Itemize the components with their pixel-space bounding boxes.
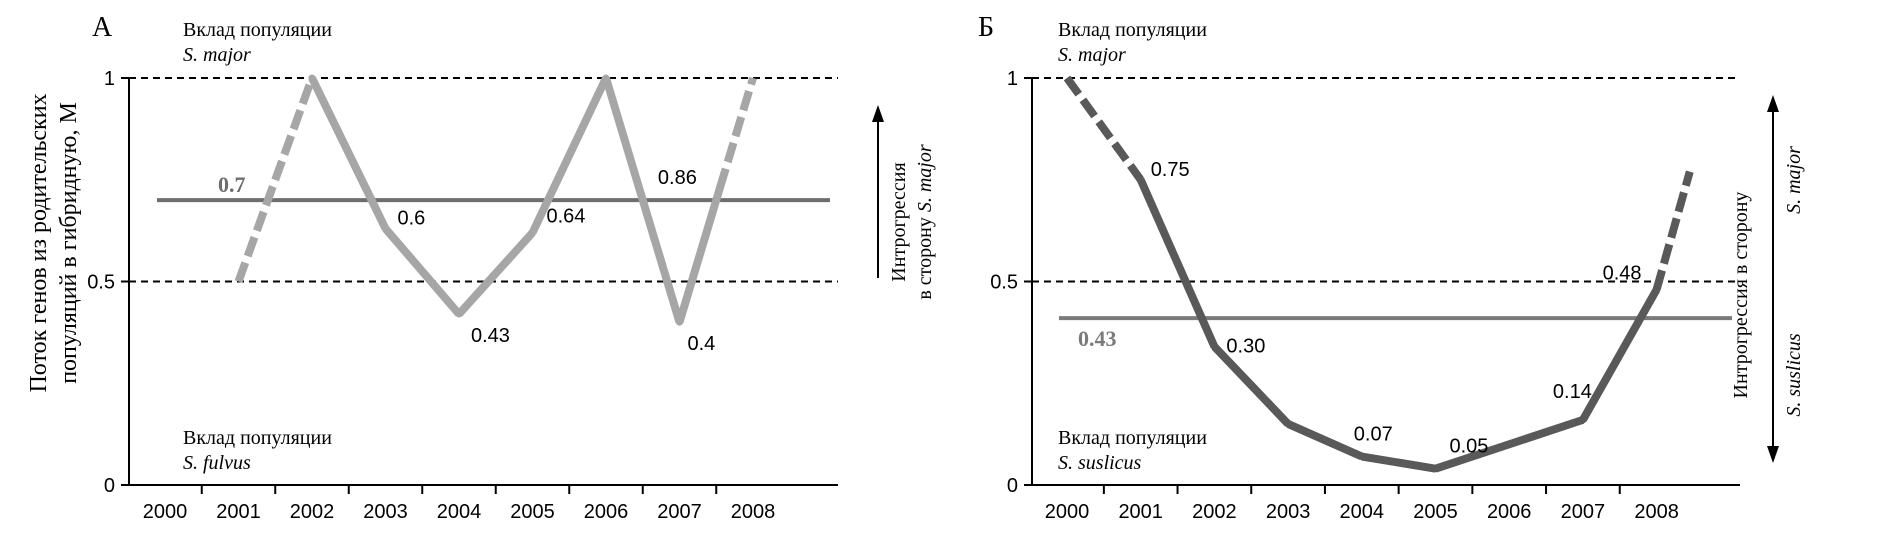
panel-b-data-label-4: 0.07 xyxy=(1354,424,1393,446)
panel-a-series-point-7 xyxy=(716,184,724,192)
svg-text:S. major: S. major xyxy=(1783,146,1805,214)
panel-a-arrow-label-line2: в сторону S. major xyxy=(914,144,936,300)
panel-a-letter: А xyxy=(92,12,113,43)
panel-a-x-tick-label-4: 2004 xyxy=(437,501,482,523)
panel-a-arrow-label: Интрогрессия в сторону S. major xyxy=(888,144,936,300)
panel-b-data-label-5: 0.05 xyxy=(1450,436,1489,458)
panel-b-series-segment-1 xyxy=(1137,178,1219,349)
panel-a-x-tick-label-0: 2000 xyxy=(143,501,188,523)
panel-a-series-segment-0 xyxy=(234,76,316,283)
panel-b-series-segment-0 xyxy=(1063,75,1144,183)
panel-a-x-tick-label-2: 2002 xyxy=(290,501,335,523)
y-axis-title-line2: популяций в гибридную, M xyxy=(56,102,82,384)
panel-a-bottom-species: S. fulvus xyxy=(183,452,251,474)
panel-a-series-segment-7 xyxy=(716,76,757,190)
panel-b-x-tick-label-3: 2003 xyxy=(1266,501,1311,523)
panel-b: Б Вклад популяции S. major Вклад популяц… xyxy=(978,12,1805,523)
panel-b-series-point-3 xyxy=(1284,420,1292,428)
panel-b-series-segment-3 xyxy=(1286,420,1364,461)
panel-b-double-arrow xyxy=(1767,95,1779,463)
panel-a-series-segment-5 xyxy=(602,76,684,324)
panel-b-series-point-2 xyxy=(1210,343,1218,351)
panel-b-mean-label: 0.43 xyxy=(1078,326,1117,351)
panel-b-series-point-1 xyxy=(1137,176,1145,184)
panel-b-x-tick-label-5: 2005 xyxy=(1413,501,1458,523)
svg-text:S. suslicus: S. suslicus xyxy=(1783,333,1805,417)
panel-b-y-tick-label-2: 1 xyxy=(1007,68,1018,90)
panel-b-series-point-5 xyxy=(1432,465,1439,473)
panel-a-y-tick-label-2: 1 xyxy=(104,68,115,90)
panel-b-arrow-species-bottom: S. suslicus xyxy=(1783,333,1805,417)
panel-a-data-label-4: 0.64 xyxy=(547,206,586,228)
panel-b-data-label-7: 0.48 xyxy=(1603,263,1642,285)
panel-b-top-label: Вклад популяции xyxy=(1058,19,1207,41)
panel-a-series-segment-3 xyxy=(456,229,536,317)
panel-a-data-label-2: 0.6 xyxy=(398,208,426,230)
panel-b-arrow-label: Интрогрессия в сторону xyxy=(1730,192,1752,399)
panel-a-series-point-4 xyxy=(529,229,536,237)
panel-a-x-tick-label-1: 2001 xyxy=(216,501,261,523)
panel-b-series-segment-2 xyxy=(1211,343,1291,427)
panel-a-data-label-3: 0.43 xyxy=(471,325,510,347)
panel-b-series-point-7 xyxy=(1653,286,1661,294)
panel-b-data-label-1: 0.75 xyxy=(1151,159,1190,181)
panel-a-x-tick-label-8: 2008 xyxy=(731,501,776,523)
panel-a-series-point-6 xyxy=(676,318,683,326)
panel-a-data-label-7: 0.86 xyxy=(658,167,697,189)
panel-a-data-label-6: 0.4 xyxy=(688,333,716,355)
panel-b-series-segment-7 xyxy=(1652,170,1694,291)
panel-a-arrow-label-line1: Интрогрессия xyxy=(888,162,910,281)
panel-a-y-tick-label-1: 0.5 xyxy=(87,272,115,294)
panel-a-bottom-label: Вклад популяции xyxy=(183,427,332,449)
panel-a-series-segment-4 xyxy=(528,76,610,235)
panel-b-arrow-species-top: S. major xyxy=(1783,146,1805,214)
panel-b-arrow-label-line1: Интрогрессия в сторону xyxy=(1730,192,1752,399)
panel-b-y-tick-label-0: 0 xyxy=(1007,475,1018,497)
panel-b-x-tick-label-1: 2001 xyxy=(1118,501,1163,523)
y-axis-title: Поток генов из родительских популяций в … xyxy=(26,93,82,392)
panel-a-series-point-2 xyxy=(382,225,389,233)
panel-b-top-species: S. major xyxy=(1058,44,1126,66)
panel-a-series-point-3 xyxy=(455,310,463,318)
panel-a-series-point-5 xyxy=(602,74,610,82)
panel-a-x-tick-label-3: 2003 xyxy=(363,501,408,523)
panel-b-data-label-6: 0.14 xyxy=(1553,381,1592,403)
panel-b-letter: Б xyxy=(978,12,994,43)
panel-b-x-tick-label-4: 2004 xyxy=(1340,501,1385,523)
panel-a-series-segment-2 xyxy=(382,225,463,317)
panel-b-series-segment-6 xyxy=(1579,287,1661,422)
panel-b-data-label-2: 0.30 xyxy=(1226,336,1265,358)
panel-b-x-tick-label-2: 2002 xyxy=(1192,501,1237,523)
panel-b-series-segment-4 xyxy=(1361,452,1437,473)
panel-b-bottom-label: Вклад популяции xyxy=(1058,427,1207,449)
panel-b-x-tick-label-0: 2000 xyxy=(1045,501,1090,523)
panel-b-x-tick-label-8: 2008 xyxy=(1634,501,1679,523)
panel-a-series-segment-6 xyxy=(675,186,724,324)
panel-a-top-species: S. major xyxy=(183,44,251,66)
panel-a-arrow xyxy=(872,105,884,278)
panel-a-y-tick-label-0: 0 xyxy=(104,475,115,497)
panel-a: А Вклад популяции S. major Вклад популяц… xyxy=(87,12,936,523)
panel-a-top-label: Вклад популяции xyxy=(183,19,332,41)
panel-b-series-segment-5 xyxy=(1434,416,1585,473)
panel-a-x-tick-label-5: 2005 xyxy=(510,501,555,523)
panel-b-series-point-6 xyxy=(1579,416,1587,424)
panel-a-x-tick-label-6: 2006 xyxy=(584,501,629,523)
panel-a-mean-label: 0.7 xyxy=(218,172,246,197)
panel-b-series-point-4 xyxy=(1358,453,1366,461)
panel-b-bottom-species: S. suslicus xyxy=(1058,452,1142,474)
panel-a-series-segment-1 xyxy=(308,76,390,231)
panel-a-series-point-1 xyxy=(308,74,316,82)
panel-b-y-tick-label-1: 0.5 xyxy=(990,272,1018,294)
panel-b-x-tick-label-7: 2007 xyxy=(1561,501,1606,523)
y-axis-title-line1: Поток генов из родительских xyxy=(26,93,52,392)
panel-a-x-tick-label-7: 2007 xyxy=(657,501,702,523)
panel-b-x-tick-label-6: 2006 xyxy=(1487,501,1532,523)
